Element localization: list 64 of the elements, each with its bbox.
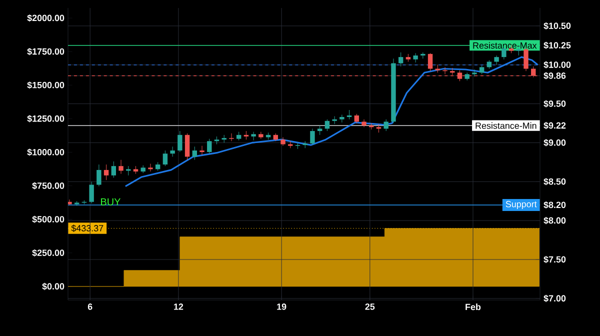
candlestick [229,133,234,142]
candlestick [111,161,116,178]
y-tick-label: $7.50 [544,256,566,264]
y2-tick-label: $1750.00 [27,48,64,56]
x-tick-label: 6 [88,304,92,310]
y2-tick-label: $1250.00 [27,115,64,122]
y-tick-label: $7.00 [544,294,566,302]
candlestick [170,146,175,157]
y2-tick-label: $1000.00 [27,148,64,156]
y-tick-label: $8.00 [544,216,566,224]
candlestick [258,132,264,140]
candlestick [118,160,124,174]
candlestick [420,52,426,59]
y-tick-label: $10.25 [544,42,571,50]
candlestick [524,47,528,72]
candlestick [428,52,433,72]
candlestick [104,164,109,180]
candlestick [332,116,337,124]
candlestick [251,132,256,141]
y2-tick-label: $0.00 [42,282,64,290]
candlestick [200,146,204,156]
y2-tick-label: $750.00 [32,182,64,190]
x-tick-label: 19 [277,304,286,310]
line-series [124,56,539,188]
annotation: BUY [101,198,121,206]
candlestick [192,146,198,160]
x-tick-label: Feb [466,304,481,310]
y2-tick-label: $500.00 [32,216,64,224]
candlestick [324,119,330,132]
candlestick [398,52,404,67]
candlestick [162,150,168,166]
candlestick [295,142,300,150]
ref-line-label: Resistance-Max [473,42,537,49]
y-tick-label: $8.50 [544,178,566,186]
candlestick [178,130,182,152]
candlestick [207,138,212,154]
y-tick-label: $9.50 [544,100,566,108]
ref-line-label: Support [506,200,537,210]
y-tick-label: $10.50 [544,22,571,30]
x-tick-label: 25 [365,304,375,310]
y-tick-label: $8.20 [544,201,566,209]
candlestick [317,125,322,136]
candlestick [340,114,344,123]
candlestick [384,119,388,132]
ref-line-label: Resistance-Min [476,122,536,129]
y-tick-label: $9.00 [544,139,566,146]
candlestick [96,164,102,187]
y-tick-label: $10.00 [544,61,571,69]
candlestick [494,55,499,66]
y2-tick-label: $250.00 [32,249,64,257]
y2-tick-label: $1500.00 [27,81,64,89]
candlestick [346,110,352,120]
candlestick [413,52,418,63]
candlestick [184,133,190,160]
candlestick [354,114,360,124]
candlestick [148,163,153,172]
candlestick [126,166,131,176]
candlestick [310,128,315,146]
x-tick-label: 12 [174,304,184,310]
y-tick-label: $9.22 [544,122,566,130]
candlestick [472,69,477,77]
candlestick [89,181,94,204]
y2-tick-label: $2000.00 [27,14,64,22]
y-tick-label: $9.86 [544,72,566,80]
